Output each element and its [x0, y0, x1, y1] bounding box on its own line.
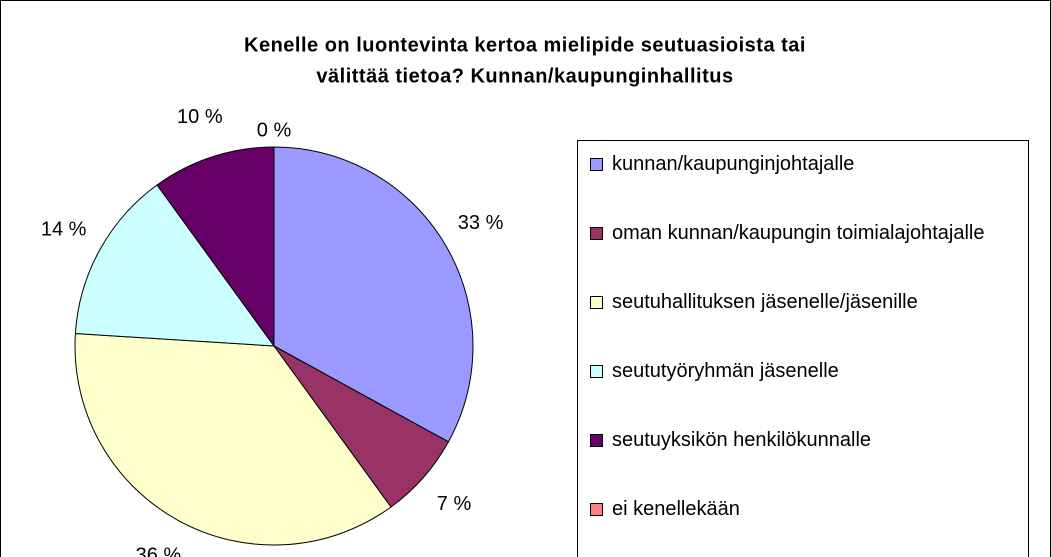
legend-item: seutuhallituksen jäsenelle/jäsenille — [590, 287, 992, 317]
legend-swatch — [590, 365, 603, 378]
pie-slice — [273, 146, 474, 443]
legend-item: seutuyksikön henkilökunnalle — [590, 425, 992, 455]
legend: kunnan/kaupunginjohtajalle oman kunnan/ka… — [577, 140, 1029, 557]
legend-label: kunnan/kaupunginjohtajalle — [612, 153, 855, 175]
pie-slice — [156, 146, 275, 348]
legend-swatch — [590, 503, 603, 516]
legend-label: seutuyksikön henkilökunnalle — [612, 429, 872, 451]
legend-swatch — [590, 296, 603, 309]
legend-label: oman kunnan/kaupungin toimialajohtajalle — [612, 222, 985, 244]
legend-item: kunnan/kaupunginjohtajalle — [590, 149, 992, 179]
data-label: 10 % — [177, 106, 223, 128]
legend-label: ei kenellekään — [612, 498, 740, 520]
legend-item: seututyöryhmän jäsenelle — [590, 356, 992, 386]
legend-item: ei kenellekään — [590, 494, 992, 524]
data-label: 14 % — [41, 219, 87, 241]
pie-slice — [74, 332, 392, 546]
data-label: 33 % — [458, 212, 504, 234]
data-label: 36 % — [136, 545, 182, 557]
data-label: 0 % — [257, 119, 292, 141]
legend-swatch — [590, 434, 603, 447]
data-label: 7 % — [437, 493, 472, 515]
legend-swatch — [590, 227, 603, 240]
legend-label: seututyöryhmän jäsenelle — [612, 360, 839, 382]
chart-title: välittää tietoa? Kunnan/kaupunginhallitu… — [316, 65, 733, 87]
legend-swatch — [590, 158, 603, 171]
chart-title: Kenelle on luontevinta kertoa mielipide … — [244, 34, 806, 56]
pie-slice — [74, 184, 276, 347]
legend-label: seutuhallituksen jäsenelle/jäsenille — [612, 291, 918, 313]
legend-item: oman kunnan/kaupungin toimialajohtajalle — [590, 218, 992, 248]
